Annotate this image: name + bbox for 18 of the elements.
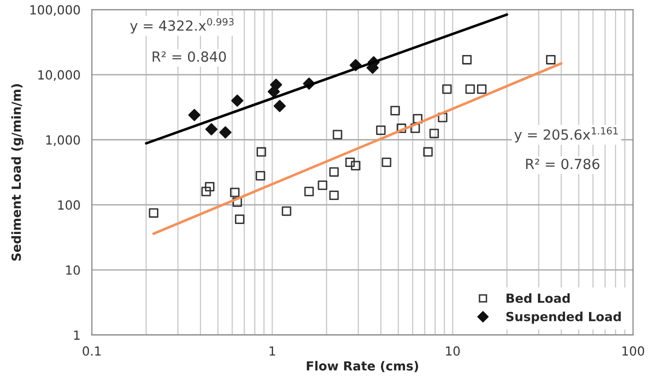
y-axis-title: Sediment Load (g/min/m) — [11, 84, 24, 261]
x-tick-label: 100 — [622, 346, 644, 356]
legend-label: Suspended Load — [506, 312, 621, 324]
y-tick-label: 100,000 — [30, 5, 80, 16]
annotation: y = 4322.x$^{0.993}$ — [130, 18, 234, 34]
legend-label: Bed Load — [506, 293, 570, 303]
x-axis-title: Flow Rate (cms) — [306, 360, 418, 372]
x-tick-label: 1 — [270, 346, 276, 356]
annotation: y = 205.6x$^{1.161}$ — [514, 127, 618, 143]
annotation: R² = 0.840 — [152, 51, 226, 62]
y-tick-label: 100 — [58, 200, 80, 210]
y-tick-label: 10,000 — [38, 70, 80, 81]
annotation: R² = 0.786 — [526, 158, 600, 170]
x-tick-label: 10 — [446, 346, 460, 356]
y-tick-label: 10 — [66, 265, 80, 275]
y-tick-label: 1 — [74, 330, 80, 340]
x-tick-label: 0.1 — [82, 346, 101, 356]
y-tick-label: 1,000 — [46, 135, 80, 146]
